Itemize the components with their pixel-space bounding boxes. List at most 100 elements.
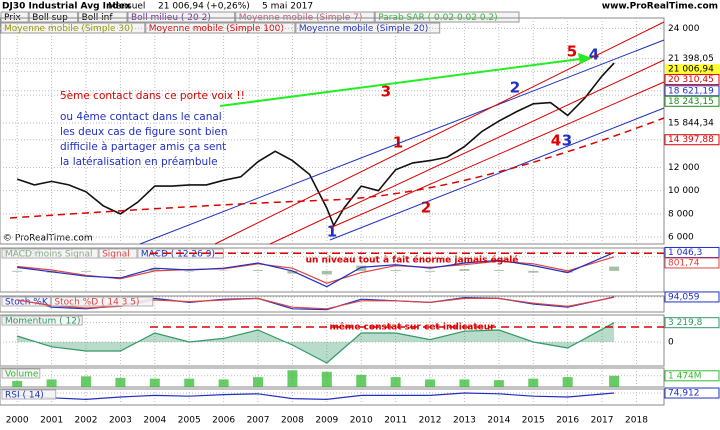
y-tick-label: 74,912: [668, 389, 700, 399]
y-tick-box: [664, 257, 720, 269]
annotation: ou 4ème contact dans le canal: [60, 111, 222, 123]
annotation: un niveau tout à fait énorme jamais égal…: [306, 255, 519, 266]
y-tick-label: 21 398,05: [668, 54, 714, 64]
y-tick-label: 14 397,88: [668, 135, 714, 145]
annotation: 5ème contact dans ce porte voix !!: [60, 90, 245, 102]
legend-item: [78, 11, 128, 23]
bar: [425, 379, 436, 387]
bar: [149, 268, 160, 271]
bar: [81, 270, 92, 272]
y-tick-label: 1 474M: [668, 371, 702, 381]
y-tick-box: [665, 23, 719, 34]
x-tick-label: 2010: [350, 416, 373, 426]
y-tick-label: 6 000: [668, 233, 694, 243]
bar: [528, 270, 539, 273]
bar: [356, 265, 367, 271]
trend-line: [329, 107, 665, 241]
y-tick-box: [665, 162, 719, 173]
annotation: même constat sur cet indicateur: [329, 322, 495, 333]
annotation: les deux cas de figure sont bien: [60, 126, 228, 138]
y-tick-box: [664, 317, 720, 329]
bar: [562, 270, 573, 273]
legend-item: [127, 11, 236, 23]
y-tick-label: 12 000: [668, 163, 700, 173]
y-tick-box: [665, 337, 719, 347]
series-legend-item: [50, 296, 154, 307]
y-tick-box: [664, 74, 720, 86]
bar: [562, 377, 573, 387]
bar: [218, 270, 229, 271]
bar: [253, 377, 264, 387]
trend-line: [269, 59, 665, 245]
y-tick-label: 1 046,3: [668, 248, 702, 258]
x-tick-label: 2013: [453, 416, 476, 426]
bar: [184, 378, 195, 387]
bar: [459, 379, 470, 387]
series-legend-label: MACD ( 12 26 9): [141, 250, 215, 260]
y-tick-box: [664, 95, 720, 107]
bar: [149, 378, 160, 387]
x-tick-label: 2002: [75, 416, 98, 426]
bar: [493, 380, 504, 387]
legend-item: [0, 11, 29, 23]
x-tick-label: 2005: [178, 416, 201, 426]
copyright: © ProRealTime.com: [3, 234, 93, 244]
area: [17, 322, 615, 363]
bar: [321, 270, 332, 275]
indicator-line: [17, 322, 615, 364]
y-tick-label: 18 621,19: [668, 86, 714, 96]
y-tick-label: 15 844,34: [668, 118, 714, 128]
series-legend-label: Signal: [102, 250, 130, 260]
series-legend-item: [98, 248, 138, 259]
bar: [12, 270, 23, 272]
bar: [253, 270, 264, 271]
x-tick-label: 2015: [522, 416, 545, 426]
series-legend-item: [1, 368, 41, 379]
bar: [459, 269, 470, 271]
layout: [9, 21, 665, 245]
contact-number: 2: [421, 199, 431, 217]
x-tick-label: 2004: [143, 416, 166, 426]
y-tick-box: [665, 208, 719, 219]
legend-item: [235, 11, 375, 23]
indicator-line: [17, 251, 615, 288]
x-tick-label: 2016: [556, 416, 579, 426]
y-tick-box: [664, 387, 720, 399]
bar: [184, 270, 195, 272]
x-tick-label: 2017: [591, 416, 614, 426]
x-tick-label: 2018: [625, 416, 648, 426]
x-tick-label: 2001: [40, 416, 63, 426]
y-tick-label: 94,059: [668, 292, 700, 302]
x-tick-label: 2000: [6, 416, 29, 426]
bar: [493, 270, 504, 271]
series-legend-label: Volume: [5, 370, 39, 380]
bar: [115, 377, 126, 387]
x-tick-label: 2009: [315, 416, 338, 426]
x-tick-label: 2012: [419, 416, 442, 426]
date: 5 mai 2017: [262, 2, 313, 12]
price-line: [16, 62, 615, 228]
y-tick-label: 801,74: [668, 258, 700, 268]
legend-label: Moyenne mobile (Simple 100): [149, 24, 284, 34]
y-tick-box: [664, 370, 720, 382]
bar: [321, 371, 332, 387]
y-tick-label: 21 006,94: [668, 65, 714, 75]
period: Mensuel: [108, 2, 145, 12]
site: www.ProRealTime.com: [602, 2, 718, 12]
legend-item: [295, 22, 441, 34]
trend-line: [139, 39, 665, 245]
x-tick-label: 2007: [247, 416, 270, 426]
bar: [609, 266, 620, 271]
arrow-head: [578, 53, 592, 64]
contact-number: 3: [381, 83, 391, 101]
y-tick-box: [665, 117, 719, 128]
moving-average-100: [9, 117, 665, 219]
y-tick-label: 3 219,8: [668, 318, 703, 328]
x-tick-label: 2014: [487, 416, 510, 426]
annotation: difficile à partager amis ça sent: [60, 141, 226, 153]
y-tick-box: [664, 134, 720, 146]
bar: [609, 375, 620, 387]
contact-number: 2: [510, 79, 520, 97]
series-legend-label: RSI ( 14): [5, 391, 44, 401]
y-tick-box: [665, 53, 719, 64]
